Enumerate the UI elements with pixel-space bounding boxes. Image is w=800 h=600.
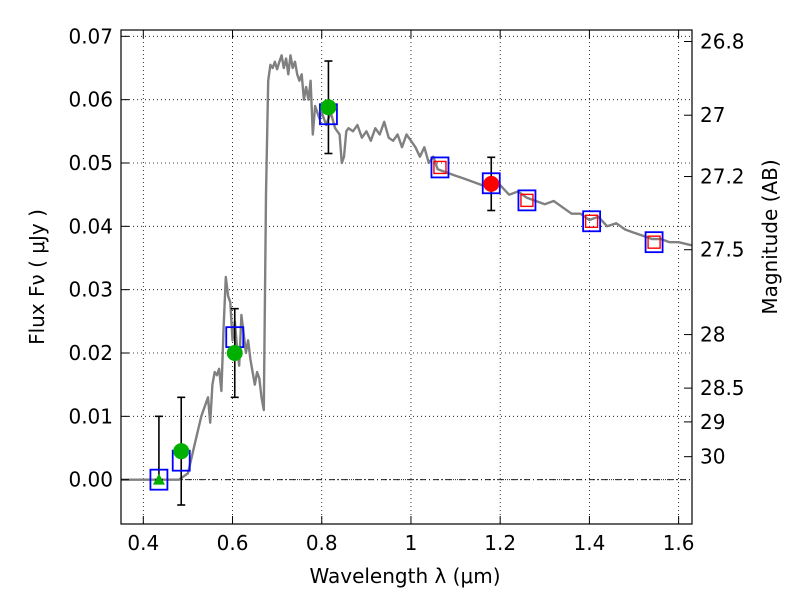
y2-tick-label: 29 bbox=[700, 410, 725, 434]
y-tick-label: 0.03 bbox=[68, 278, 113, 302]
sed-model-line bbox=[121, 54, 692, 481]
x-tick-label: 0.4 bbox=[127, 531, 159, 555]
upper-limit-triangle bbox=[152, 473, 165, 485]
model-flux-square bbox=[582, 210, 602, 233]
x-tick-label: 0.8 bbox=[306, 531, 338, 555]
y2-tick-label: 27.2 bbox=[700, 165, 745, 189]
model-flux-square bbox=[430, 156, 450, 179]
model-flux-square bbox=[149, 468, 169, 491]
y2-tick-label: 27.5 bbox=[700, 238, 745, 262]
nir-model-square bbox=[433, 160, 447, 175]
grid bbox=[121, 30, 692, 524]
y2-axis-title: Magnitude (AB) bbox=[758, 159, 782, 314]
x-tick-label: 1.6 bbox=[663, 531, 695, 555]
y-tick-label: 0.00 bbox=[68, 468, 113, 492]
y-tick-label: 0.01 bbox=[68, 404, 113, 428]
y2-tick-label: 28.5 bbox=[700, 376, 745, 400]
axes: 0.4 0.6 0.8 1 1.2 1.4 1.6 0.00 0.01 0.02 0.03 0.04 0… bbox=[68, 24, 744, 555]
y-axis-title: Flux Fν ( μJy ) bbox=[25, 209, 49, 345]
y-tick-label: 0.02 bbox=[68, 341, 113, 365]
x-tick-label: 1 bbox=[405, 531, 418, 555]
plot-frame bbox=[120, 29, 693, 525]
y2-tick-label: 28 bbox=[700, 323, 725, 347]
nir-detection-point bbox=[483, 175, 500, 192]
y2-tick-label: 27 bbox=[700, 103, 725, 127]
model-flux-square bbox=[481, 172, 501, 195]
x-axis-title: Wavelength λ (μm) bbox=[309, 564, 500, 588]
nir-model-square bbox=[584, 214, 599, 228]
nir-model-square bbox=[647, 235, 661, 249]
x-tick-label: 1.2 bbox=[484, 531, 516, 555]
y-tick-label: 0.07 bbox=[68, 24, 113, 48]
x-tick-label: 1.4 bbox=[573, 531, 605, 555]
y-tick-label: 0.05 bbox=[68, 151, 113, 175]
y2-tick-label: 30 bbox=[700, 445, 725, 469]
optical-detection-point bbox=[320, 99, 337, 116]
optical-detection-point bbox=[173, 443, 190, 460]
model-flux-square bbox=[644, 231, 664, 254]
y-tick-label: 0.04 bbox=[68, 214, 113, 238]
y-tick-label: 0.06 bbox=[68, 88, 113, 112]
x-tick-label: 0.6 bbox=[217, 531, 249, 555]
y2-tick-label: 26.8 bbox=[700, 30, 745, 54]
nir-model-square bbox=[520, 193, 534, 208]
plot-area bbox=[121, 54, 692, 506]
optical-detection-point bbox=[226, 345, 243, 361]
model-flux-square bbox=[517, 189, 537, 212]
